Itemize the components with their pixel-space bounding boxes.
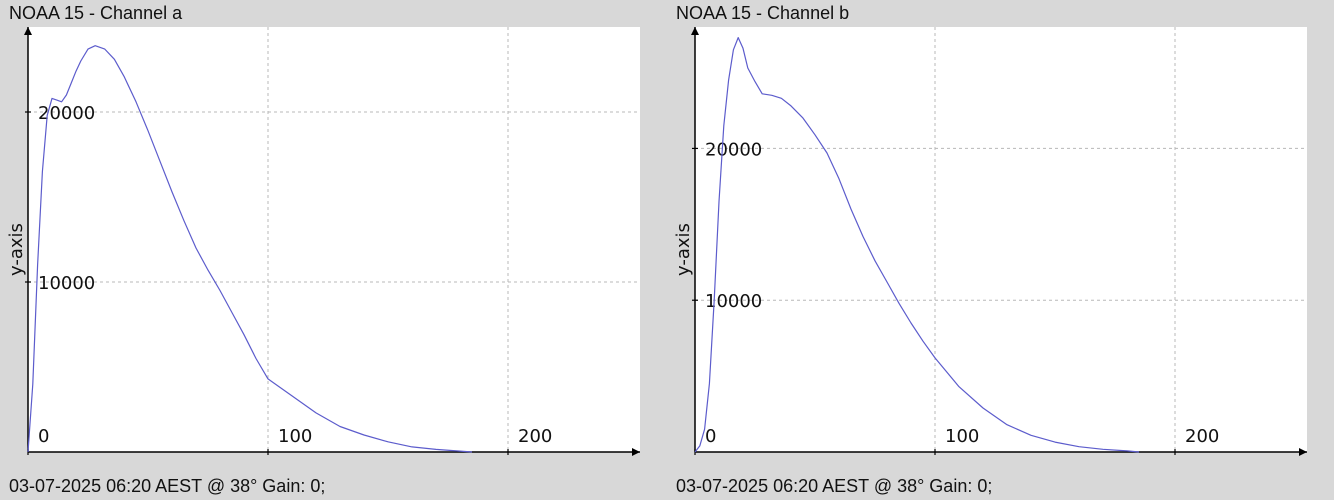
x-tick-label: 0 — [705, 426, 716, 447]
chart-plot-channel-b: 0 100 200 10000 20000 y-axis — [673, 27, 1307, 456]
plot-area — [695, 27, 1307, 452]
x-tick-label: 100 — [278, 426, 312, 447]
y-tick-label: 20000 — [38, 103, 95, 124]
chart-title: NOAA 15 - Channel b — [676, 3, 850, 23]
chart-footer-status: 03-07-2025 06:20 AEST @ 38° Gain: 0; — [676, 476, 993, 496]
series-line — [694, 36, 1140, 453]
y-tick-label: 10000 — [705, 291, 762, 312]
series-line — [27, 45, 473, 453]
chart-plot-channel-a: 0 100 200 10000 20000 y-axis — [6, 27, 640, 456]
x-tick-label: 0 — [38, 426, 49, 447]
chart-footer-status: 03-07-2025 06:20 AEST @ 38° Gain: 0; — [9, 476, 326, 496]
y-axis-arrow — [24, 27, 32, 35]
y-axis-label: y-axis — [6, 223, 27, 276]
chart-panel-channel-a: NOAA 15 - Channel a 0 100 200 10000 20000 y-a… — [0, 0, 640, 500]
y-axis-label: y-axis — [673, 223, 694, 276]
y-tick-label: 20000 — [705, 139, 762, 160]
chart-title: NOAA 15 - Channel a — [9, 3, 183, 23]
x-tick-label: 200 — [1185, 426, 1219, 447]
chart-panel-channel-b: NOAA 15 - Channel b 0 100 200 10000 20000 y-a… — [667, 0, 1307, 500]
x-axis-arrow — [1299, 448, 1307, 456]
x-tick-label: 100 — [945, 426, 979, 447]
y-axis-arrow — [691, 27, 699, 35]
y-tick-label: 10000 — [38, 273, 95, 294]
plot-area — [28, 27, 640, 452]
x-tick-label: 200 — [518, 426, 552, 447]
x-axis-arrow — [632, 448, 640, 456]
